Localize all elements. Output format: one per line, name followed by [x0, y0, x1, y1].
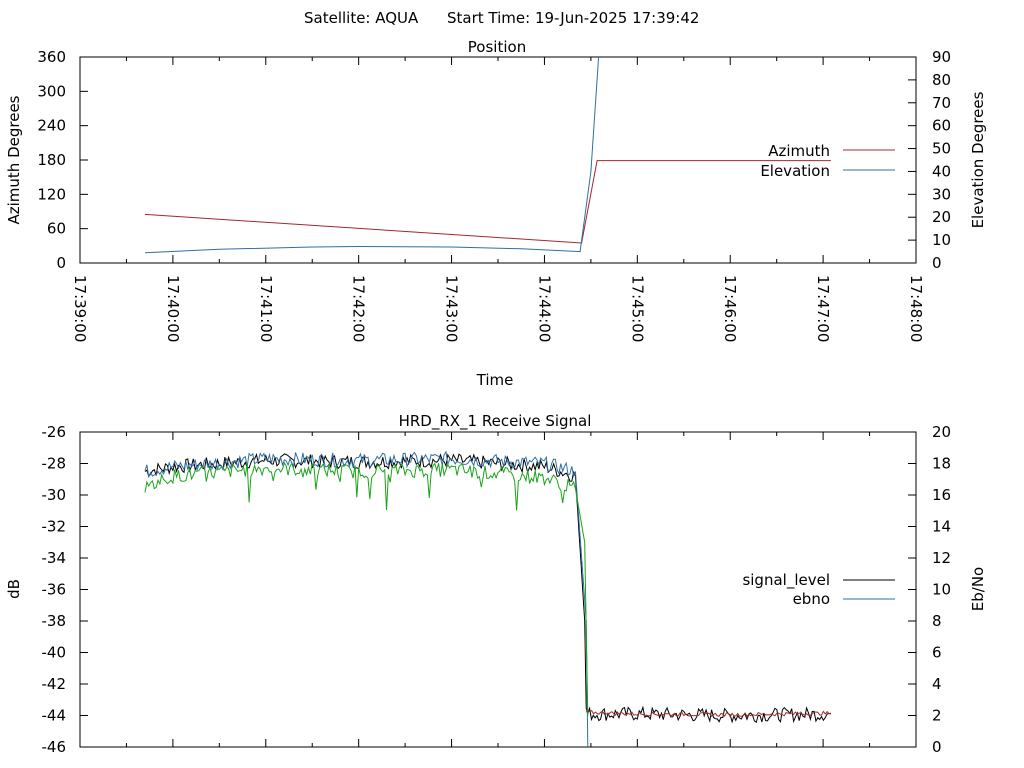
- y2-tick-label: 2: [932, 707, 942, 725]
- start-time-label: Start Time: 19-Jun-2025 17:39:42: [447, 9, 699, 27]
- y-tick-label: -30: [42, 486, 67, 504]
- x-tick-label: 17:42:00: [350, 275, 368, 342]
- x-tick-label: 17:43:00: [443, 275, 461, 342]
- receive-signal-chart-title: HRD_RX_1 Receive Signal: [399, 412, 592, 431]
- legend-label-elevation: Elevation: [760, 162, 830, 180]
- y2-tick-label: 6: [932, 644, 942, 662]
- x-tick-label: 17:39:00: [71, 275, 89, 342]
- y2-tick-label: 60: [932, 117, 951, 135]
- y2-tick-label: 20: [932, 208, 951, 226]
- y2-tick-label: 70: [932, 94, 951, 112]
- y-tick-label: -38: [42, 612, 67, 630]
- y2-tick-label: 20: [932, 423, 951, 441]
- position-y-axis-label: Azimuth Degrees: [5, 95, 23, 224]
- y2-tick-label: 80: [932, 71, 951, 89]
- receive-signal-series-3-line: [585, 710, 832, 718]
- y-tick-label: -46: [42, 738, 67, 756]
- x-tick-label: 17:48:00: [907, 275, 925, 342]
- y-tick-label: -34: [42, 549, 67, 567]
- position-chart: Position 17:39:00 17:40:00 17:41:00 17:42:0…: [5, 38, 987, 389]
- y2-tick-label: 16: [932, 486, 951, 504]
- receive-signal-signal-level-line: [144, 452, 832, 724]
- position-x-axis-label: Time: [476, 371, 514, 389]
- y2-tick-label: 10: [932, 581, 951, 599]
- position-elevation-line: [144, 57, 600, 254]
- legend-label-signal-level: signal_level: [742, 571, 830, 590]
- y-tick-label: 360: [37, 48, 66, 66]
- x-tick-label: 17:41:00: [257, 275, 275, 342]
- y-tick-label: 120: [37, 185, 66, 203]
- receive-signal-y-axis-label: dB: [5, 579, 23, 599]
- y-tick-label: 240: [37, 117, 66, 135]
- y2-tick-label: 0: [932, 738, 942, 756]
- x-tick-label: 17:40:00: [164, 275, 182, 342]
- x-tick-label: 17:47:00: [814, 275, 832, 342]
- y2-tick-label: 8: [932, 612, 942, 630]
- y-tick-label: -28: [42, 455, 67, 473]
- receive-signal-series-2-line: [144, 461, 589, 716]
- y-tick-label: 60: [47, 220, 66, 238]
- y2-tick-label: 0: [932, 254, 942, 272]
- y-tick-label: -32: [42, 518, 67, 536]
- y2-tick-label: 18: [932, 455, 951, 473]
- legend-label-ebno: ebno: [793, 590, 830, 608]
- y-tick-label: 180: [37, 151, 66, 169]
- y-tick-label: 0: [56, 254, 66, 272]
- position-plot-frame: [79, 56, 917, 264]
- y-tick-label: -42: [42, 675, 67, 693]
- y2-tick-label: 90: [932, 48, 951, 66]
- position-azimuth-line: [144, 160, 831, 244]
- y-tick-label: -26: [42, 423, 67, 441]
- y2-tick-label: 30: [932, 185, 951, 203]
- y-tick-label: -40: [42, 644, 67, 662]
- y2-tick-label: 50: [932, 140, 951, 158]
- receive-signal-ebno-line: [144, 450, 589, 747]
- position-y2-axis-label: Elevation Degrees: [969, 91, 987, 228]
- position-chart-title: Position: [468, 38, 526, 56]
- y2-tick-label: 10: [932, 231, 951, 249]
- y2-tick-label: 40: [932, 162, 951, 180]
- y-tick-label: -44: [42, 707, 67, 725]
- y2-tick-label: 12: [932, 549, 951, 567]
- y2-tick-label: 4: [932, 675, 942, 693]
- x-tick-label: 17:45:00: [628, 275, 646, 342]
- legend-label-azimuth: Azimuth: [768, 142, 830, 160]
- y2-tick-label: 14: [932, 518, 951, 536]
- y-tick-label: -36: [42, 581, 67, 599]
- satellite-label: Satellite: AQUA: [304, 9, 419, 27]
- x-tick-label: 17:44:00: [535, 275, 553, 342]
- receive-signal-chart: HRD_RX_1 Receive Signal -26 -28 -30 -32 -34 -…: [5, 412, 987, 756]
- y-tick-label: 300: [37, 82, 66, 100]
- receive-signal-y2-axis-label: Eb/No: [969, 567, 987, 611]
- x-tick-label: 17:46:00: [721, 275, 739, 342]
- receive-signal-plot-frame: [79, 431, 917, 748]
